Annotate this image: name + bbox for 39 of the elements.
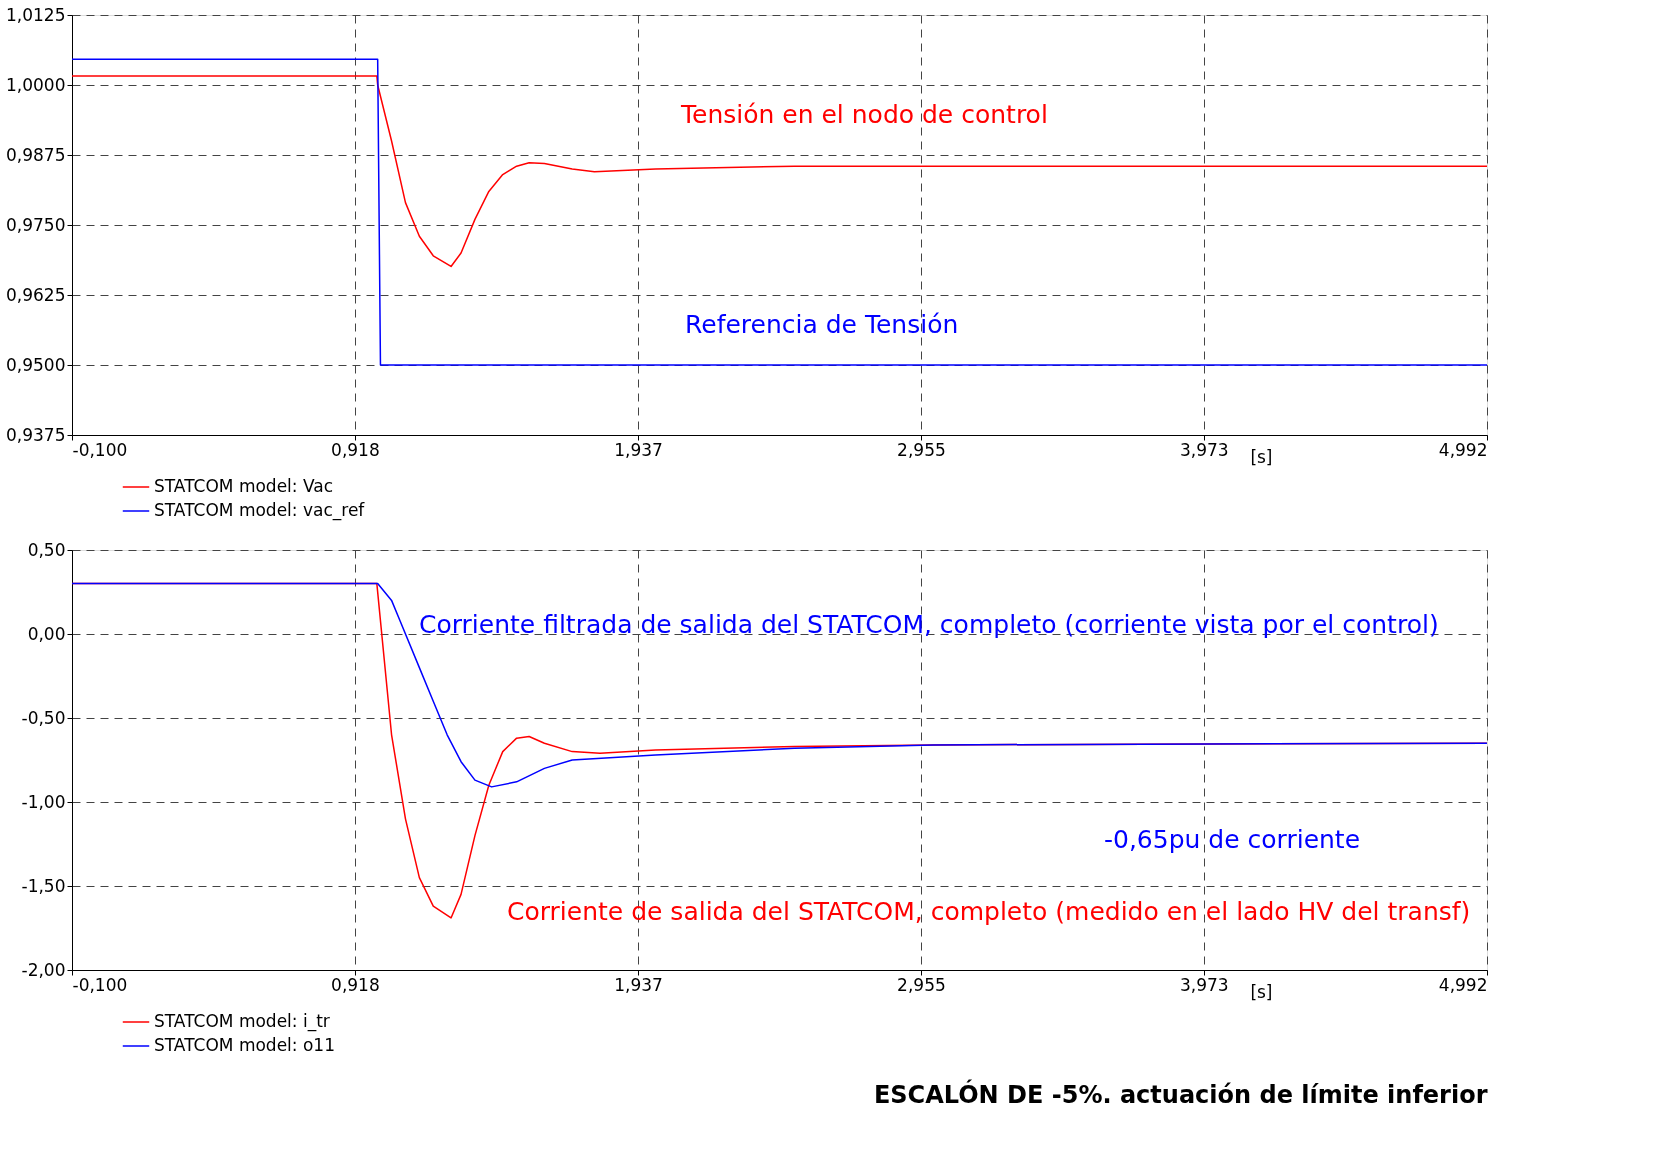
legend-label: STATCOM model: i_tr <box>154 1011 330 1032</box>
y-tick-label: -1,50 <box>21 875 66 896</box>
x-tick-label: 0,918 <box>331 439 380 460</box>
y-tick-label: -1,00 <box>21 791 66 812</box>
y-tick-label: -2,00 <box>21 959 66 980</box>
x-tick-label: 1,937 <box>614 974 663 995</box>
y-tick-label: 0,9750 <box>6 214 66 235</box>
annotation: Corriente de salida del STATCOM, completo (medido en el lado HV del transf) <box>507 897 1471 926</box>
y-tick-label: 0,9875 <box>6 144 66 165</box>
y-tick-label: 1,0000 <box>6 74 66 95</box>
line-series <box>72 582 1487 788</box>
annotation: -0,65pu de corriente <box>1104 825 1361 854</box>
annotation: Tensión en el nodo de control <box>680 100 1048 129</box>
x-tick-label: -0,100 <box>72 974 128 995</box>
y-tick-label: 0,9625 <box>6 284 66 305</box>
legend-label: STATCOM model: Vac <box>154 476 334 496</box>
y-tick-label: 1,0125 <box>6 4 66 25</box>
annotation: Referencia de Tensión <box>685 310 959 339</box>
x-tick-label: 3,973 <box>1180 439 1229 460</box>
x-tick-label: 2,955 <box>897 439 946 460</box>
line-series <box>72 75 1487 268</box>
y-tick-label: 0,00 <box>27 623 66 644</box>
y-tick-label: 0,50 <box>27 539 66 560</box>
annotation: Corriente filtrada de salida del STATCOM, completo (corriente vista por el control) <box>419 610 1439 639</box>
x-axis-title: [s] <box>1250 981 1273 1002</box>
x-tick-label: 4,992 <box>1438 974 1488 995</box>
y-tick-label: 0,9500 <box>6 354 66 375</box>
x-tick-label: 0,918 <box>331 974 380 995</box>
x-axis-title: [s] <box>1250 446 1273 467</box>
text: ESCALÓN DE -5%. actuación de límite inferior <box>873 1079 1488 1109</box>
x-tick-label: 4,992 <box>1438 439 1488 460</box>
x-tick-label: -0,100 <box>72 439 128 460</box>
y-tick-label: -0,50 <box>21 707 66 728</box>
x-tick-label: 2,955 <box>897 974 946 995</box>
y-tick-label: 0,9375 <box>6 424 66 445</box>
legend-label: STATCOM model: vac_ref <box>154 500 366 521</box>
x-tick-label: 1,937 <box>614 439 663 460</box>
legend-label: STATCOM model: o11 <box>154 1035 335 1055</box>
x-tick-label: 3,973 <box>1180 974 1229 995</box>
